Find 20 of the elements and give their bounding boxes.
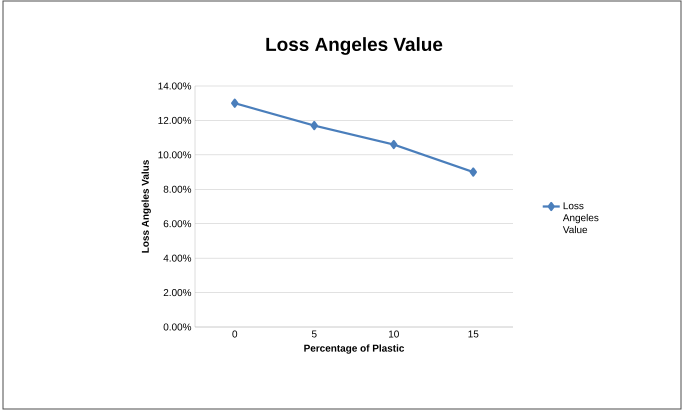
y-tick-label: 2.00% — [164, 289, 192, 296]
point — [470, 167, 477, 177]
chart-title: Loss Angeles Value — [266, 37, 442, 55]
y-tick-label: 4.00% — [163, 254, 192, 262]
y-tick-label: 6.00% — [164, 220, 192, 228]
x-tick-label: 0 — [232, 330, 238, 338]
point — [231, 98, 238, 108]
y-tick-label: 0.00% — [164, 323, 192, 331]
point — [310, 120, 318, 130]
y-tick-label: 14.00% — [158, 82, 192, 90]
y-tick-label: 10.00% — [158, 151, 192, 158]
y-tick-label: 8.00% — [164, 186, 192, 193]
x-tick-label: 5 — [312, 330, 317, 338]
x-tick-label: 15 — [468, 330, 478, 338]
legend-label: Loss Angeles Value — [562, 202, 598, 234]
x-axis-title: Percentage of Plastic — [304, 344, 404, 354]
x-tick-label: 10 — [388, 330, 399, 338]
y-axis-title: Loss Angeles Valus — [142, 160, 151, 253]
y-tick-label: 12.00% — [158, 116, 192, 124]
point — [390, 140, 398, 150]
